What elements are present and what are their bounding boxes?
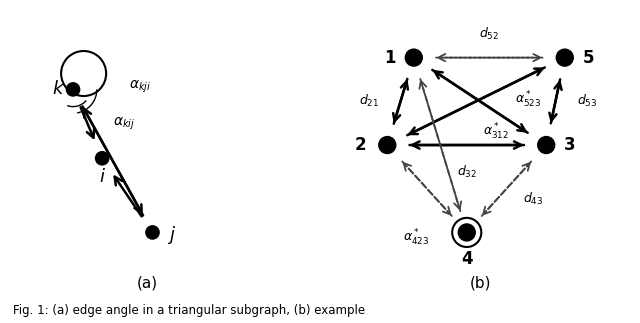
Text: 2: 2 xyxy=(355,136,367,154)
Circle shape xyxy=(405,49,422,66)
Text: (a): (a) xyxy=(136,275,158,290)
Text: Fig. 1: (a) edge angle in a triangular subgraph, (b) example: Fig. 1: (a) edge angle in a triangular s… xyxy=(13,304,365,317)
Text: 4: 4 xyxy=(461,250,472,268)
Circle shape xyxy=(146,226,159,239)
Text: k: k xyxy=(52,80,62,99)
Text: 5: 5 xyxy=(583,49,595,67)
Text: $\alpha^*_{423}$: $\alpha^*_{423}$ xyxy=(403,228,429,248)
Text: j: j xyxy=(168,226,173,244)
Text: (b): (b) xyxy=(469,275,491,290)
Text: 1: 1 xyxy=(384,49,396,67)
Circle shape xyxy=(379,137,396,153)
Text: $\alpha^*_{312}$: $\alpha^*_{312}$ xyxy=(483,122,509,142)
Text: $\alpha_{kij}$: $\alpha_{kij}$ xyxy=(113,116,135,132)
Text: $d_{52}$: $d_{52}$ xyxy=(479,26,499,42)
Circle shape xyxy=(458,224,476,241)
Circle shape xyxy=(95,152,109,165)
Text: $d_{32}$: $d_{32}$ xyxy=(457,163,477,180)
Circle shape xyxy=(556,49,573,66)
Circle shape xyxy=(67,83,79,96)
Text: $\alpha_{kji}$: $\alpha_{kji}$ xyxy=(129,78,151,95)
Text: $d_{53}$: $d_{53}$ xyxy=(577,93,598,109)
Text: $d_{21}$: $d_{21}$ xyxy=(358,93,379,109)
Text: $\alpha^*_{523}$: $\alpha^*_{523}$ xyxy=(515,90,541,110)
Circle shape xyxy=(538,137,555,153)
Text: $d_{43}$: $d_{43}$ xyxy=(523,191,543,207)
Text: 3: 3 xyxy=(564,136,576,154)
Text: i: i xyxy=(100,168,105,186)
